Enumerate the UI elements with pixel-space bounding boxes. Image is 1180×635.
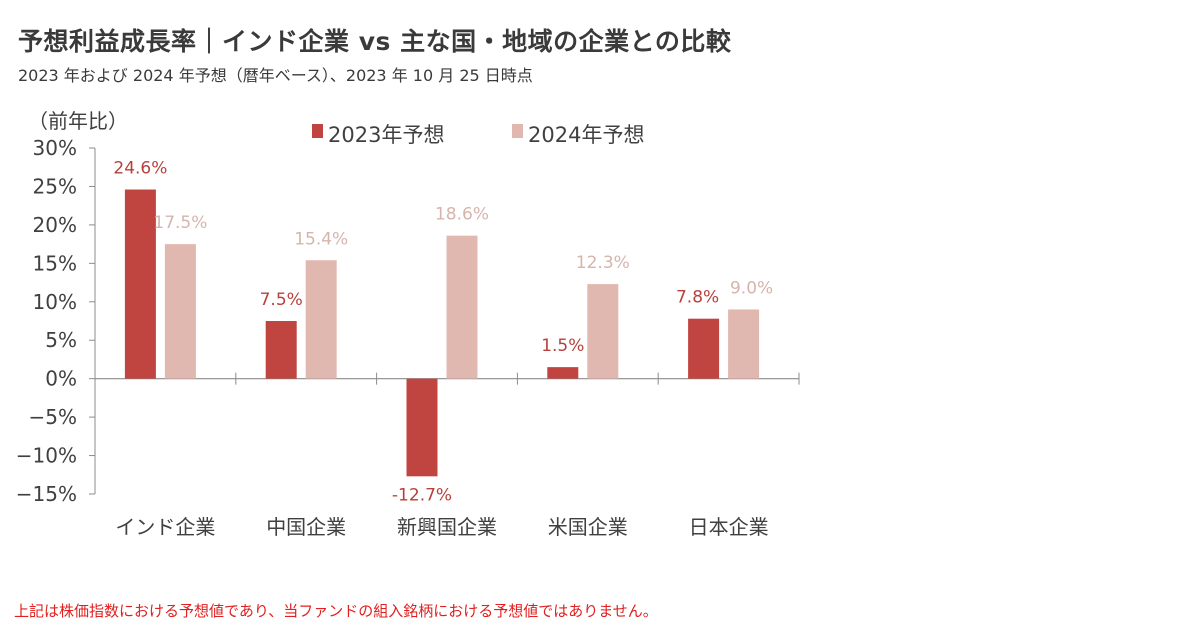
bar-2024: [587, 284, 619, 379]
y-tick-label: −10%: [16, 444, 77, 468]
bar-2023: [124, 189, 156, 379]
chart-subtitle: 2023 年および 2024 年予想（暦年ベース）、2023 年 10 月 25…: [18, 66, 533, 85]
y-tick-label: −5%: [29, 405, 78, 429]
chart-title: 予想利益成長率｜インド企業 vs 主な国・地域の企業との比較: [18, 27, 732, 56]
data-label-2023: 24.6%: [113, 159, 167, 179]
x-category-label: 中国企業: [266, 515, 346, 539]
y-tick-label: 25%: [33, 174, 77, 198]
x-category-label: インド企業: [115, 515, 215, 539]
data-label-2023: 1.5%: [541, 336, 584, 356]
y-tick-label: 30%: [33, 136, 77, 160]
data-label-2024: 9.0%: [730, 278, 773, 298]
bar-2023: [265, 321, 297, 379]
legend-swatch-2023: [312, 124, 323, 138]
legend-label-2024: 2024年予想: [528, 123, 644, 147]
disclaimer-footnote: 上記は株価指数における予想値であり、当ファンドの組入銘柄における予想値ではありま…: [14, 602, 658, 620]
y-tick-label: 10%: [33, 290, 77, 314]
x-category-label: 米国企業: [548, 515, 628, 539]
data-label-2024: 12.3%: [576, 253, 630, 273]
data-label-2024: 17.5%: [153, 213, 207, 233]
y-tick-label: 5%: [45, 328, 77, 352]
data-label-2023: 7.5%: [260, 290, 303, 310]
bar-2024: [305, 260, 337, 379]
data-label-2023: 7.8%: [676, 288, 719, 308]
legend-swatch-2024: [512, 124, 523, 138]
data-label-2023: -12.7%: [392, 485, 452, 505]
y-tick-label: 20%: [33, 213, 77, 237]
y-tick-label: 15%: [33, 251, 77, 275]
legend: 2023年予想 2024年予想: [312, 123, 644, 147]
y-axis-title: （前年比）: [28, 109, 128, 133]
y-tick-label: −15%: [16, 482, 77, 506]
data-label-2024: 18.6%: [435, 205, 489, 225]
bar-2024: [728, 309, 760, 379]
x-category-label: 日本企業: [689, 515, 769, 539]
bar-2023: [406, 378, 438, 477]
legend-label-2023: 2023年予想: [328, 123, 444, 147]
y-tick-label: 0%: [45, 367, 77, 391]
bar-2024: [164, 244, 196, 379]
bar-2023: [688, 318, 720, 379]
bar-2024: [446, 235, 478, 379]
bar-2023: [547, 367, 579, 379]
data-label-2024: 15.4%: [294, 229, 348, 249]
x-category-label: 新興国企業: [397, 515, 497, 539]
